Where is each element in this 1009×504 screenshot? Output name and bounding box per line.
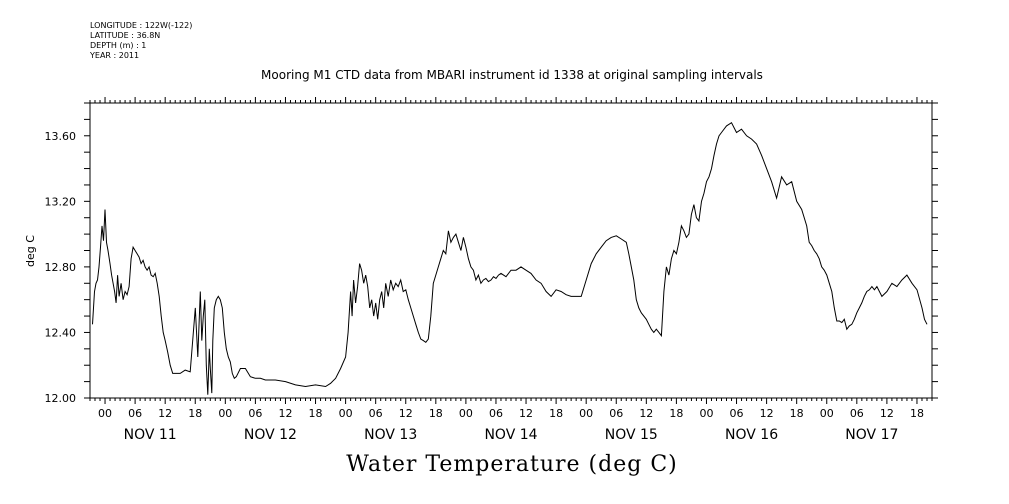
x-tick-label: 06 <box>369 407 383 420</box>
x-day-label: NOV 12 <box>244 427 297 443</box>
x-tick-label: 06 <box>730 407 744 420</box>
y-tick-label: 12.00 <box>45 392 77 405</box>
longitude-label: LONGITUDE : 122W(-122) <box>90 21 193 30</box>
x-axis-label: Water Temperature (deg C) <box>346 452 678 477</box>
x-tick-label: 06 <box>609 407 623 420</box>
x-tick-label: 12 <box>399 407 413 420</box>
x-tick-label: 18 <box>910 407 924 420</box>
x-day-label: NOV 11 <box>124 427 177 443</box>
x-tick-label: 18 <box>549 407 563 420</box>
y-axis-label: deg C <box>24 235 37 267</box>
x-tick-label: 00 <box>699 407 713 420</box>
year-label: YEAR : 2011 <box>90 51 140 60</box>
plot-frame <box>89 102 933 399</box>
x-tick-label: 00 <box>459 407 473 420</box>
chart-title: Mooring M1 CTD data from MBARI instrumen… <box>261 68 763 82</box>
x-tick-label: 12 <box>158 407 172 420</box>
latitude-label: LATITUDE : 36.8N <box>90 31 161 40</box>
x-tick-label: 12 <box>639 407 653 420</box>
x-tick-label: 12 <box>760 407 774 420</box>
x-tick-label: 00 <box>820 407 834 420</box>
x-day-label: NOV 14 <box>484 427 537 443</box>
x-tick-label: 06 <box>850 407 864 420</box>
x-day-label: NOV 15 <box>605 427 658 443</box>
x-tick-label: 18 <box>790 407 804 420</box>
y-tick-label: 12.40 <box>45 326 77 339</box>
x-tick-label: 00 <box>218 407 232 420</box>
metadata-block: LONGITUDE : 122W(-122) LATITUDE : 36.8N … <box>90 21 192 61</box>
x-tick-label: 06 <box>489 407 503 420</box>
x-tick-label: 12 <box>278 407 292 420</box>
x-tick-label: 00 <box>579 407 593 420</box>
y-tick-label: 13.60 <box>45 130 77 143</box>
x-tick-label: 18 <box>188 407 202 420</box>
x-tick-label: 06 <box>248 407 262 420</box>
depth-label: DEPTH (m) : 1 <box>90 41 147 50</box>
y-tick-label: 13.20 <box>45 195 77 208</box>
x-tick-label: 18 <box>429 407 443 420</box>
x-day-label: NOV 17 <box>845 427 898 443</box>
x-tick-label: 00 <box>339 407 353 420</box>
x-tick-label: 18 <box>309 407 323 420</box>
x-tick-label: 06 <box>128 407 142 420</box>
x-tick-label: 12 <box>519 407 533 420</box>
x-day-label: NOV 16 <box>725 427 778 443</box>
series-line <box>92 121 928 395</box>
x-tick-label: 18 <box>669 407 683 420</box>
x-tick-label: 00 <box>98 407 112 420</box>
y-tick-label: 12.80 <box>45 261 77 274</box>
x-tick-label: 12 <box>880 407 894 420</box>
x-day-label: NOV 13 <box>364 427 417 443</box>
